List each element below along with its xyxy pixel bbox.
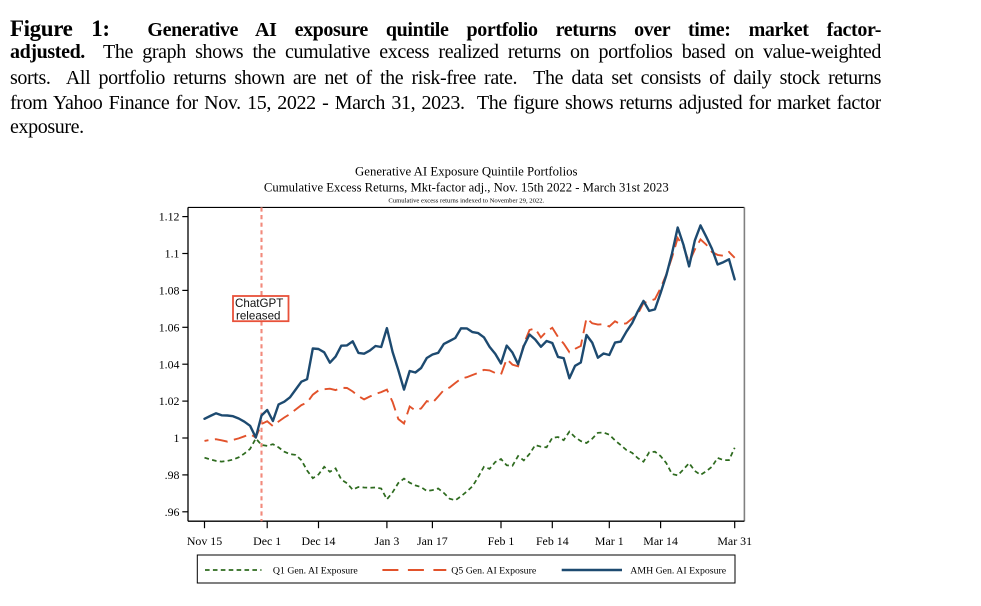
svg-text:Dec 1: Dec 1 (253, 534, 281, 548)
svg-text:Mar 1: Mar 1 (595, 534, 624, 548)
svg-text:AMH Gen. AI Exposure: AMH Gen. AI Exposure (630, 566, 726, 577)
svg-text:Cumulative Excess Returns, Mkt: Cumulative Excess Returns, Mkt-factor ad… (264, 181, 669, 195)
svg-text:Cumulative excess returns inde: Cumulative excess returns indexed to Nov… (388, 197, 544, 204)
svg-text:released: released (236, 309, 280, 322)
svg-text:Mar 31: Mar 31 (717, 534, 752, 548)
svg-text:1.04: 1.04 (159, 357, 180, 371)
svg-text:1.12: 1.12 (159, 210, 180, 224)
svg-text:Mar 14: Mar 14 (643, 534, 678, 548)
svg-text:Q5 Gen. AI Exposure: Q5 Gen. AI Exposure (451, 566, 537, 577)
svg-text:.96: .96 (165, 505, 180, 519)
svg-text:1.08: 1.08 (159, 284, 180, 298)
svg-text:Generative AI Exposure Quintil: Generative AI Exposure Quintile Portfoli… (355, 165, 577, 179)
svg-text:Jan 17: Jan 17 (417, 534, 448, 548)
svg-text:1: 1 (174, 431, 180, 445)
svg-text:Feb 1: Feb 1 (488, 534, 515, 548)
svg-text:1.1: 1.1 (165, 247, 180, 261)
svg-text:Q1 Gen. AI Exposure: Q1 Gen. AI Exposure (273, 566, 359, 577)
svg-text:.98: .98 (165, 468, 180, 482)
svg-text:1.02: 1.02 (159, 394, 180, 408)
svg-text:Dec 14: Dec 14 (301, 534, 335, 548)
svg-text:ChatGPT: ChatGPT (235, 297, 283, 310)
svg-text:Nov 15: Nov 15 (187, 534, 222, 548)
svg-text:Jan 3: Jan 3 (375, 534, 400, 548)
svg-text:Feb 14: Feb 14 (536, 534, 569, 548)
svg-text:1.06: 1.06 (159, 320, 180, 334)
